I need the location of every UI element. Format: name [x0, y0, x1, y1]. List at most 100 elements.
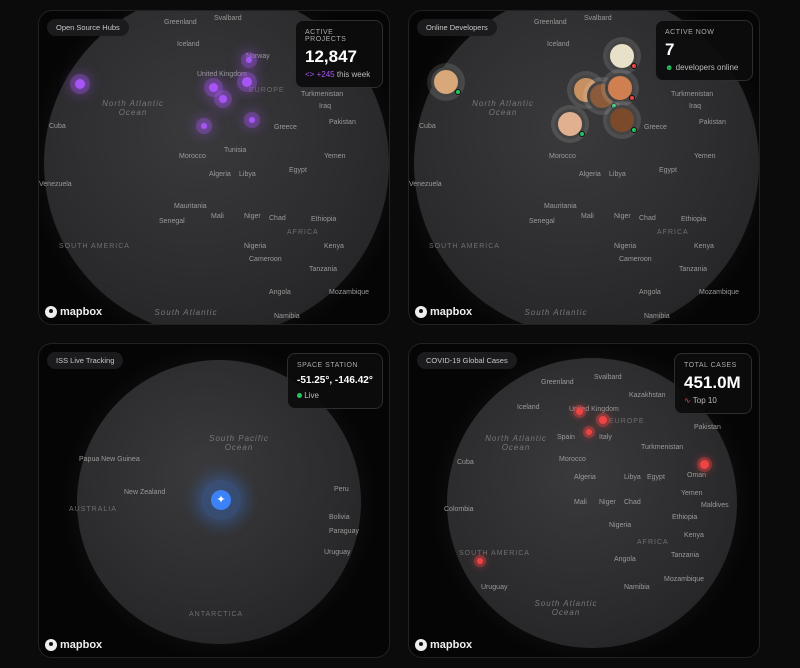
- online-status-icon: [631, 127, 637, 133]
- map-label: Svalbard: [594, 374, 622, 381]
- mapbox-icon: [415, 639, 427, 651]
- map-label: Uruguay: [481, 584, 508, 591]
- card-label: ACTIVE NOW: [665, 29, 715, 36]
- map-label: Chad: [639, 215, 656, 222]
- map-label: Nigeria: [614, 243, 637, 250]
- mapbox-logo[interactable]: mapbox: [45, 639, 102, 651]
- panel-title: COVID-19 Global Cases: [417, 352, 517, 369]
- map-label: Maldives: [701, 502, 729, 509]
- hub-marker[interactable]: [246, 57, 252, 63]
- map-label: Norway: [246, 53, 270, 60]
- map-label: Papua New Guinea: [79, 456, 140, 463]
- active-now-card: ACTIVE NOW 7 ☻ developers online: [655, 20, 753, 81]
- code-icon: <>: [305, 70, 315, 79]
- busy-status-icon: [629, 95, 635, 101]
- map-label: Morocco: [179, 153, 206, 160]
- map-label: Tunisia: [224, 147, 247, 154]
- card-delta: +245: [316, 70, 335, 79]
- card-label: SPACE STATION: [297, 362, 358, 369]
- map-label: Yemen: [324, 153, 346, 160]
- users-icon: ☻: [665, 63, 674, 72]
- map-label: Tanzania: [679, 266, 708, 273]
- map-label: Cameroon: [619, 256, 652, 263]
- map-label: Pakistan: [329, 119, 356, 126]
- map-label: New Zealand: [124, 489, 166, 496]
- case-marker[interactable]: [586, 429, 592, 435]
- map-label: Tanzania: [671, 552, 700, 559]
- map-label: Mozambique: [664, 576, 705, 583]
- map-label: Mauritania: [174, 203, 207, 210]
- card-delta-suffix: this week: [336, 70, 371, 79]
- map-label: Peru: [334, 486, 349, 493]
- map-label: AFRICA: [657, 229, 689, 236]
- map-label: Angola: [639, 289, 661, 296]
- map-label: Uruguay: [324, 549, 351, 556]
- map-label: Mozambique: [699, 289, 740, 296]
- mapbox-logo[interactable]: mapbox: [415, 639, 472, 651]
- online-developers-map[interactable]: Greenland Svalbard Iceland North Atlantic O…: [408, 10, 760, 325]
- map-label: Kenya: [694, 243, 714, 250]
- hub-marker[interactable]: [201, 123, 207, 129]
- map-label: Venezuela: [409, 181, 442, 188]
- map-label: Mali: [581, 213, 594, 220]
- card-status: Live: [304, 391, 319, 400]
- developer-avatar[interactable]: [607, 105, 637, 135]
- mapbox-wordmark: mapbox: [60, 306, 103, 318]
- hub-marker[interactable]: [75, 79, 85, 89]
- busy-status-icon: [631, 63, 637, 69]
- iss-tracking-map[interactable]: South Pacific Ocean Papua New Guinea New Z…: [38, 343, 390, 658]
- hub-marker[interactable]: [219, 95, 227, 103]
- map-label: Cameroon: [249, 256, 282, 263]
- map-label: Mauritania: [544, 203, 577, 210]
- map-label: Namibia: [274, 313, 300, 320]
- map-label: Iraq: [319, 103, 332, 110]
- map-label: Algeria: [209, 171, 231, 178]
- card-value: 12,847: [305, 47, 357, 66]
- map-label: Kenya: [684, 532, 704, 539]
- map-label: Ethiopia: [681, 216, 707, 223]
- map-label: Egypt: [659, 167, 677, 174]
- case-marker[interactable]: [700, 460, 709, 469]
- map-label: Chad: [269, 215, 286, 222]
- developer-avatar[interactable]: [431, 67, 461, 97]
- card-label: TOTAL CASES: [684, 362, 737, 369]
- active-projects-card: ACTIVE PROJECTS 12,847 <> +245 this week: [295, 20, 383, 88]
- covid-cases-map[interactable]: Greenland Svalbard Iceland United Kingdom Sp…: [408, 343, 760, 658]
- mapbox-wordmark: mapbox: [430, 639, 473, 651]
- map-label: Greece: [274, 124, 297, 131]
- map-label: Kazakhstan: [629, 392, 666, 399]
- mapbox-wordmark: mapbox: [430, 306, 473, 318]
- hub-marker[interactable]: [249, 117, 255, 123]
- card-sub: developers online: [675, 63, 739, 72]
- mapbox-logo[interactable]: mapbox: [415, 306, 472, 318]
- map-label: Svalbard: [214, 15, 242, 22]
- map-label: Mali: [574, 499, 587, 506]
- map-label: Yemen: [694, 153, 716, 160]
- map-label: Algeria: [574, 474, 596, 481]
- map-label: United Kingdom: [197, 71, 247, 78]
- map-label: Pakistan: [699, 119, 726, 126]
- map-label: Angola: [269, 289, 291, 296]
- iss-marker[interactable]: ✦: [201, 480, 241, 520]
- developer-avatar[interactable]: [607, 41, 637, 71]
- hub-marker[interactable]: [242, 77, 252, 87]
- hub-marker[interactable]: [209, 83, 218, 92]
- map-label: Niger: [599, 499, 616, 506]
- case-marker[interactable]: [576, 408, 583, 415]
- map-label: Iraq: [689, 103, 702, 110]
- map-label: Senegal: [159, 218, 185, 225]
- case-marker[interactable]: [477, 558, 483, 564]
- mapbox-icon: [45, 639, 57, 651]
- online-status-icon: [579, 131, 585, 137]
- case-marker[interactable]: [599, 416, 607, 424]
- map-label: EUROPE: [609, 418, 645, 425]
- developer-avatar[interactable]: [555, 109, 585, 139]
- map-label: Iceland: [177, 41, 200, 48]
- map-label: Ethiopia: [672, 514, 698, 521]
- mapbox-logo[interactable]: mapbox: [45, 306, 102, 318]
- map-label: Greenland: [534, 19, 567, 26]
- map-label: Cuba: [419, 123, 436, 130]
- open-source-hubs-map[interactable]: Greenland Svalbard Iceland Norway United Kin…: [38, 10, 390, 325]
- developer-avatar[interactable]: [605, 73, 635, 103]
- map-label: Iceland: [547, 41, 570, 48]
